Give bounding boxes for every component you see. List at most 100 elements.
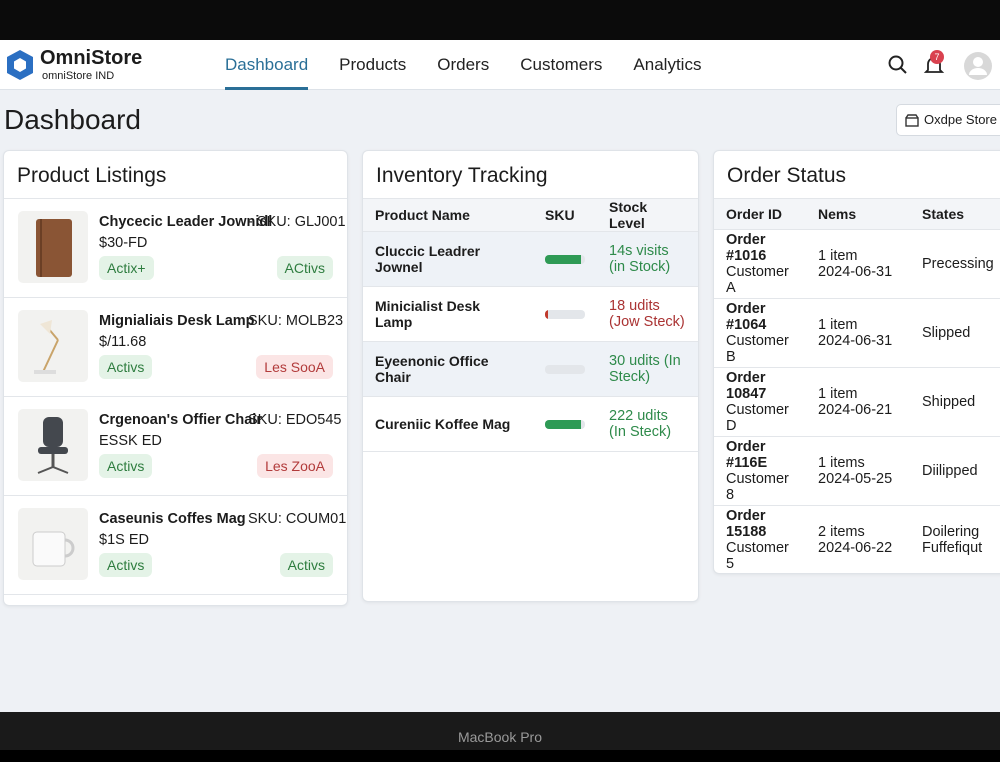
order-state: Doilering Fuffefiqut [910, 505, 1000, 573]
store-icon [905, 114, 919, 127]
product-sku: SKU: EDO545 [248, 412, 342, 428]
product-name: Minicialist Desk Lamp [363, 286, 533, 342]
column-header: Nems [806, 199, 910, 230]
stock-level: 14s visits (in Stock) [597, 231, 698, 287]
store-button-label: Oxdpe Store [924, 112, 997, 127]
order-date: 2024-06-31 [818, 332, 893, 349]
tag-badge: Les ZooA [257, 454, 333, 478]
product-name: Crgenoan's Offier Chair [99, 412, 262, 428]
product-name: Eyeenonic Office Chair [363, 341, 533, 397]
order-id: Order 10847 [726, 369, 767, 402]
item-count: 1 item [818, 385, 858, 402]
product-row: Chycecic Leader Jownidl - SKU: GLJ001 $30-… [4, 199, 347, 298]
device-label: MacBook Pro [457, 729, 543, 745]
product-sku: SKU: MOLB23 [248, 313, 344, 329]
product-name: Mignialiais Desk Lamp [99, 313, 255, 329]
product-name: Caseunis Coffes Mag [99, 511, 246, 527]
stock-bar-cell [533, 286, 597, 342]
app: OmniStore omniStore IND Dashboard Product… [0, 40, 1000, 712]
bezel-bottom: MacBook Pro [0, 712, 1000, 750]
stock-level: 30 udits (In Steck) [597, 341, 698, 397]
nav-link[interactable]: Analytics [633, 55, 702, 74]
card-title: Product Listings [4, 151, 347, 199]
inventory-table: Product Name SKU Stock Level Cluccic Leadre… [363, 199, 698, 452]
table-body: Cluccic Leadrer Jownel 14s visits (in Sto… [363, 231, 698, 452]
inventory-row: Cureniic Koffee Mag 222 udits (In Steck) [363, 396, 698, 452]
brand-name: OmniStore [40, 47, 143, 69]
tag-badge: ACtivs [276, 256, 333, 280]
search-icon[interactable] [887, 54, 909, 76]
table-header: Product Name SKU Stock Level [363, 199, 698, 232]
customer: Customer D [726, 401, 789, 434]
inventory-row: Cluccic Leadrer Jownel 14s visits (in Sto… [363, 231, 698, 287]
status-badge: Activs [99, 553, 153, 577]
status-badge: Activs [99, 355, 153, 379]
order-date: 2024-05-25 [818, 470, 893, 487]
items-cell: 1 item 2024-06-21 [806, 367, 910, 437]
order-state: Slipped [910, 298, 1000, 368]
nav-link[interactable]: Products [339, 55, 407, 74]
order-id-cell: Order 10847 Customer D [714, 367, 806, 437]
product-sku: SKU: COUM01 [248, 511, 347, 527]
column-header: Product Name [363, 199, 533, 232]
order-date: 2024-06-22 [818, 539, 893, 556]
stock-level: 222 udits (In Steck) [597, 396, 698, 452]
product-price: $1S ED [99, 532, 149, 548]
inventory-row: Minicialist Desk Lamp 18 udits (Jow Steck… [363, 286, 698, 342]
order-state: Diilipped [910, 436, 1000, 506]
nav-link[interactable]: Dashboard [225, 40, 309, 90]
items-cell: 2 items 2024-06-22 [806, 505, 910, 573]
product-name: Cureniic Koffee Mag [363, 396, 533, 452]
product-image [18, 409, 88, 481]
tag-badge: Activs [279, 553, 333, 577]
order-state: Precessing [910, 229, 1000, 299]
stock-bar-fill [545, 419, 581, 429]
stock-bar-fill [545, 254, 581, 264]
brand-subtitle: omniStore IND [42, 70, 115, 82]
product-price: $30-FD [99, 235, 148, 251]
order-id: Order #1064 [726, 300, 767, 333]
nav-link[interactable]: Customers [520, 55, 603, 74]
order-id: Order #116E [726, 438, 768, 471]
table-header: Order ID Nems States [714, 199, 1000, 230]
customer: Customer B [726, 332, 789, 365]
stock-bar [545, 309, 585, 319]
avatar[interactable] [964, 51, 994, 81]
items-cell: 1 item 2024-06-31 [806, 298, 910, 368]
store-button[interactable]: Oxdpe Store [896, 104, 1000, 136]
tag-badge: Les SooA [256, 355, 333, 379]
status-badge: Actix+ [99, 256, 154, 280]
bezel-top [0, 0, 1000, 40]
stock-bar [545, 419, 585, 429]
product-illustration [36, 219, 72, 277]
product-list: Chycecic Leader Jownidl - SKU: GLJ001 $30-… [4, 199, 347, 595]
header-icons: 7 [880, 50, 1000, 80]
nav-link[interactable]: Orders [437, 55, 490, 74]
product-row: Caseunis Coffes Mag SKU: COUM01 $1S ED Acti… [4, 496, 347, 595]
stock-level: 18 udits (Jow Steck) [597, 286, 698, 342]
product-image [18, 508, 88, 580]
customer: Customer 8 [726, 470, 789, 503]
column-header: Order ID [714, 199, 806, 230]
product-price: ESSK ED [99, 433, 162, 449]
stock-bar-cell [533, 231, 597, 287]
product-sku: - SKU: GLJ001 [248, 214, 346, 230]
column-header: States [910, 199, 1000, 230]
logo [7, 50, 33, 80]
stock-bar-cell [533, 396, 597, 452]
item-count: 1 item [818, 247, 858, 264]
stock-bar-cell [533, 341, 597, 397]
column-header: Stock Level [597, 199, 698, 232]
product-row: Crgenoan's Offier Chair SKU: EDO545 ESSK E… [4, 397, 347, 496]
product-name: Cluccic Leadrer Jownel [363, 231, 533, 287]
order-date: 2024-06-31 [818, 263, 893, 280]
order-date: 2024-06-21 [818, 401, 893, 418]
order-id-cell: Order #1064 Customer B [714, 298, 806, 368]
notification-badge: 7 [930, 50, 944, 64]
